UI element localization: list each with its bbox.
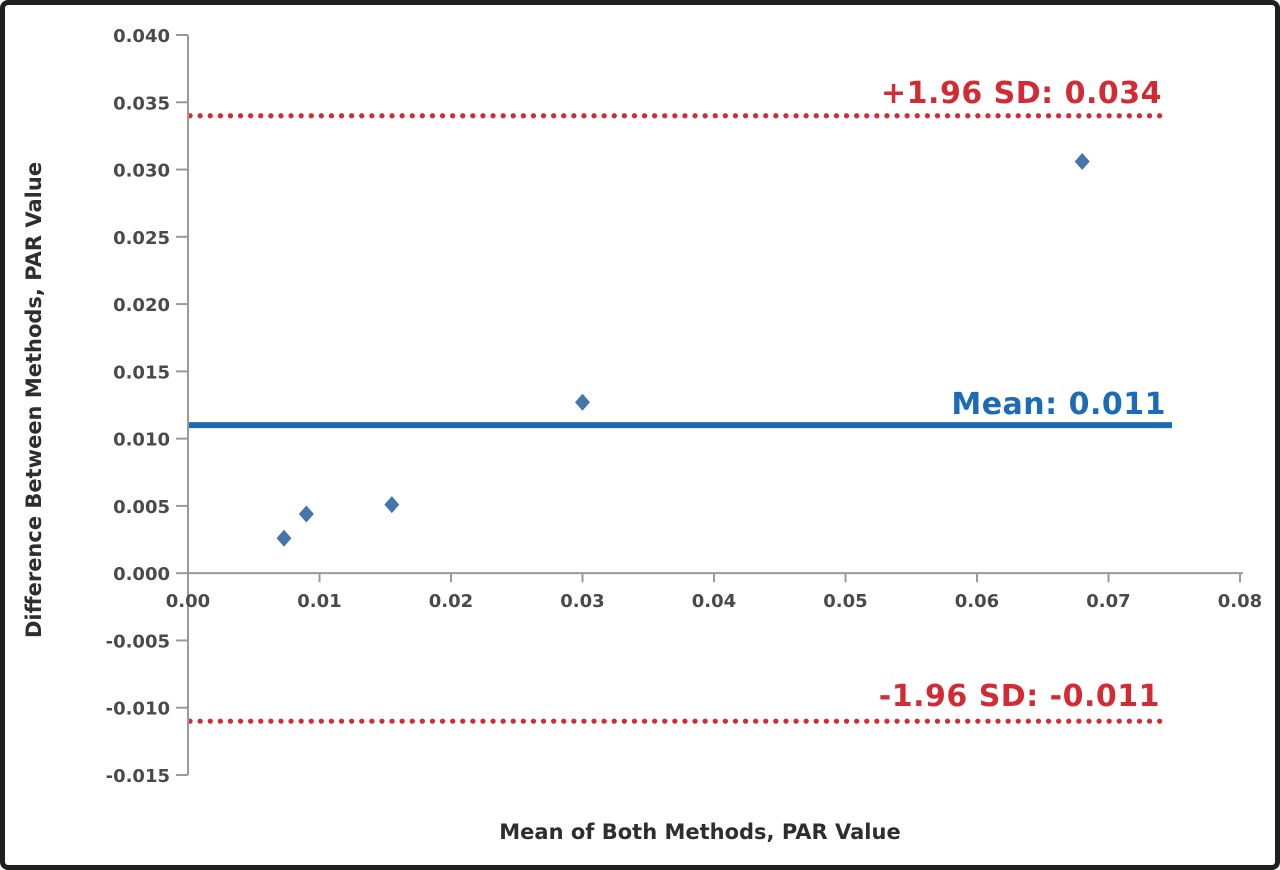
- x-tick-label: 0.08: [1218, 591, 1262, 612]
- x-tick-label: 0.01: [297, 591, 341, 612]
- data-point-diamond: [1074, 152, 1090, 170]
- x-tick-label: 0.07: [1086, 591, 1130, 612]
- y-tick-label: 0.025: [113, 228, 170, 249]
- y-tick-label: 0.015: [113, 362, 170, 383]
- x-tick-label: 0.04: [692, 591, 736, 612]
- y-axis-title: Difference Between Methods, PAR Value: [22, 162, 46, 638]
- x-tick-label: 0.02: [429, 591, 473, 612]
- x-tick-label: 0.00: [166, 591, 210, 612]
- x-tick-label: 0.06: [955, 591, 999, 612]
- y-tick-label: -0.010: [106, 699, 170, 720]
- y-tick-label: 0.040: [113, 26, 170, 47]
- y-tick-label: 0.005: [113, 497, 170, 518]
- lower-limit-label: -1.96 SD: -0.011: [879, 679, 1160, 714]
- y-tick-label: -0.005: [106, 631, 170, 652]
- data-point-diamond: [384, 496, 400, 514]
- x-tick-label: 0.03: [560, 591, 604, 612]
- data-point-diamond: [276, 529, 292, 547]
- upper-limit-label: +1.96 SD: 0.034: [881, 76, 1162, 111]
- y-tick-label: 0.000: [113, 564, 170, 585]
- x-axis-title: Mean of Both Methods, PAR Value: [499, 820, 900, 844]
- data-point-diamond: [575, 393, 590, 411]
- data-point-diamond: [298, 505, 314, 523]
- mean-line-label: Mean: 0.011: [951, 387, 1166, 422]
- x-tick-label: 0.05: [823, 591, 867, 612]
- y-tick-label: 0.030: [113, 161, 170, 182]
- y-tick-label: 0.020: [113, 295, 170, 316]
- y-tick-label: -0.015: [106, 766, 170, 787]
- y-tick-label: 0.010: [113, 430, 170, 451]
- y-tick-label: 0.035: [113, 93, 170, 114]
